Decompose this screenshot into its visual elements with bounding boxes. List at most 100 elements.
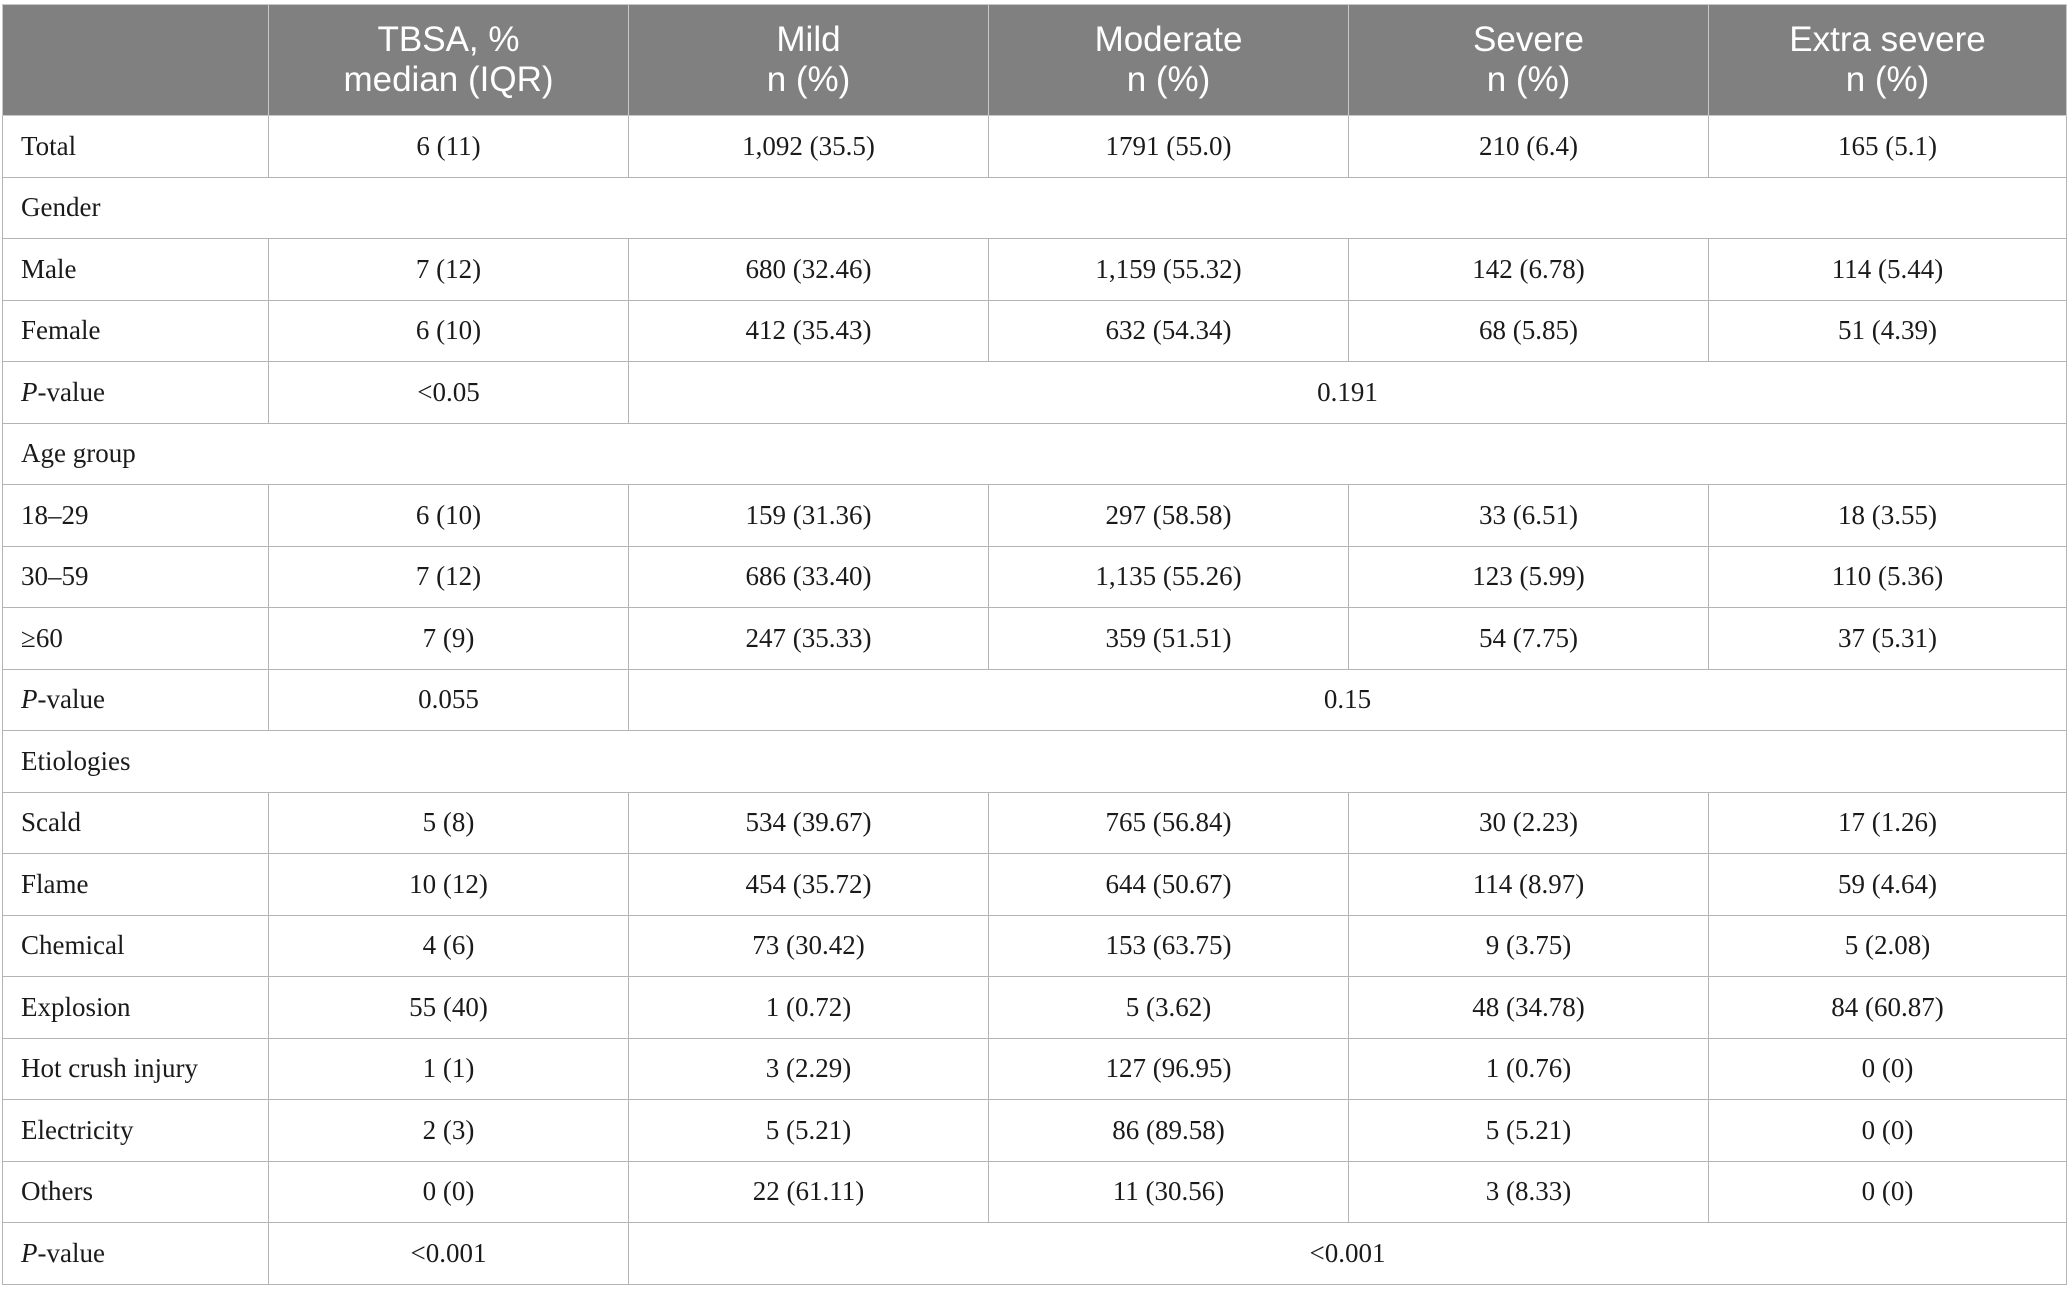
section-label: Etiologies [2, 730, 2067, 793]
p-letter: P [21, 376, 38, 407]
moderate-cell: 297 (58.58) [988, 484, 1349, 547]
mild-cell: 5 (5.21) [628, 1099, 989, 1162]
tbsa-p-value: 0.055 [268, 668, 629, 731]
table-header: TBSA, % median (IQR) Mild n (%) Moderate n (%… [2, 4, 2067, 116]
table-row: Scald 5 (8) 534 (39.67) 765 (56.84) 30 (2.23… [2, 791, 2067, 854]
p-value-row: P-value 0.055 0.15 [2, 668, 2067, 731]
severe-cell: 5 (5.21) [1348, 1099, 1709, 1162]
row-label: Total [2, 115, 269, 178]
extra-severe-cell: 59 (4.64) [1708, 853, 2067, 916]
table-row: 30–59 7 (12) 686 (33.40) 1,135 (55.26) 123 (… [2, 545, 2067, 608]
column-header-subtitle: n (%) [1845, 60, 1930, 99]
tbsa-cell: 7 (9) [268, 607, 629, 670]
row-label: Male [2, 238, 269, 301]
extra-severe-cell: 84 (60.87) [1708, 976, 2067, 1039]
moderate-cell: 1,159 (55.32) [988, 238, 1349, 301]
tbsa-cell: 5 (8) [268, 791, 629, 854]
extra-severe-cell: 0 (0) [1708, 1037, 2067, 1100]
severity-p-value: 0.191 [628, 361, 2067, 424]
row-label: Flame [2, 853, 269, 916]
column-header-title: TBSA, % [377, 20, 520, 59]
tbsa-cell: 7 (12) [268, 545, 629, 608]
section-row: Gender [2, 176, 2067, 239]
p-letter: P [21, 1237, 38, 1268]
table-row: Others 0 (0) 22 (61.11) 11 (30.56) 3 (8.33) 0… [2, 1160, 2067, 1223]
column-header-subtitle: n (%) [766, 60, 851, 99]
tbsa-cell: 0 (0) [268, 1160, 629, 1223]
column-header-title: Moderate [1094, 20, 1243, 59]
row-label: Scald [2, 791, 269, 854]
severe-cell: 123 (5.99) [1348, 545, 1709, 608]
row-label: Hot crush injury [2, 1037, 269, 1100]
moderate-cell: 127 (96.95) [988, 1037, 1349, 1100]
table-row: Flame 10 (12) 454 (35.72) 644 (50.67) 114 (8… [2, 853, 2067, 916]
mild-cell: 247 (35.33) [628, 607, 989, 670]
column-header-5: Extra severe n (%) [1708, 4, 2067, 116]
mild-cell: 680 (32.46) [628, 238, 989, 301]
mild-cell: 686 (33.40) [628, 545, 989, 608]
moderate-cell: 644 (50.67) [988, 853, 1349, 916]
moderate-cell: 5 (3.62) [988, 976, 1349, 1039]
column-header-0 [2, 4, 269, 116]
severity-p-value: <0.001 [628, 1222, 2067, 1285]
severe-cell: 142 (6.78) [1348, 238, 1709, 301]
severe-cell: 1 (0.76) [1348, 1037, 1709, 1100]
row-label: Electricity [2, 1099, 269, 1162]
row-label: Chemical [2, 914, 269, 977]
mild-cell: 73 (30.42) [628, 914, 989, 977]
row-label: 30–59 [2, 545, 269, 608]
column-header-title: Severe [1473, 20, 1584, 59]
moderate-cell: 765 (56.84) [988, 791, 1349, 854]
tbsa-cell: 6 (11) [268, 115, 629, 178]
row-label: Others [2, 1160, 269, 1223]
moderate-cell: 153 (63.75) [988, 914, 1349, 977]
row-label: P-value [2, 361, 269, 424]
table-row: Electricity 2 (3) 5 (5.21) 86 (89.58) 5 (5.2… [2, 1099, 2067, 1162]
extra-severe-cell: 114 (5.44) [1708, 238, 2067, 301]
tbsa-cell: 10 (12) [268, 853, 629, 916]
mild-cell: 159 (31.36) [628, 484, 989, 547]
moderate-cell: 86 (89.58) [988, 1099, 1349, 1162]
p-value-row: P-value <0.001 <0.001 [2, 1222, 2067, 1285]
mild-cell: 3 (2.29) [628, 1037, 989, 1100]
table-body: Total 6 (11) 1,092 (35.5) 1791 (55.0) 210 (6… [2, 115, 2067, 1285]
extra-severe-cell: 0 (0) [1708, 1160, 2067, 1223]
moderate-cell: 632 (54.34) [988, 299, 1349, 362]
row-label: 18–29 [2, 484, 269, 547]
severe-cell: 33 (6.51) [1348, 484, 1709, 547]
mild-cell: 22 (61.11) [628, 1160, 989, 1223]
p-letter: P [21, 684, 38, 715]
extra-severe-cell: 18 (3.55) [1708, 484, 2067, 547]
row-label: Female [2, 299, 269, 362]
severe-cell: 48 (34.78) [1348, 976, 1709, 1039]
mild-cell: 454 (35.72) [628, 853, 989, 916]
severe-cell: 9 (3.75) [1348, 914, 1709, 977]
tbsa-p-value: <0.05 [268, 361, 629, 424]
severe-cell: 3 (8.33) [1348, 1160, 1709, 1223]
column-header-title: Mild [776, 20, 841, 59]
table-row: Female 6 (10) 412 (35.43) 632 (54.34) 68 (5.… [2, 299, 2067, 362]
column-header-2: Mild n (%) [628, 4, 989, 116]
section-label: Gender [2, 176, 2067, 239]
mild-cell: 1,092 (35.5) [628, 115, 989, 178]
section-label: Age group [2, 422, 2067, 485]
column-header-4: Severe n (%) [1348, 4, 1709, 116]
tbsa-cell: 6 (10) [268, 484, 629, 547]
extra-severe-cell: 51 (4.39) [1708, 299, 2067, 362]
column-header-3: Moderate n (%) [988, 4, 1349, 116]
section-row: Etiologies [2, 730, 2067, 793]
tbsa-cell: 55 (40) [268, 976, 629, 1039]
moderate-cell: 11 (30.56) [988, 1160, 1349, 1223]
moderate-cell: 1,135 (55.26) [988, 545, 1349, 608]
tbsa-cell: 4 (6) [268, 914, 629, 977]
p-value-suffix: -value [37, 684, 105, 715]
column-header-title: Extra severe [1789, 20, 1986, 59]
extra-severe-cell: 0 (0) [1708, 1099, 2067, 1162]
severe-cell: 114 (8.97) [1348, 853, 1709, 916]
severity-p-value: 0.15 [628, 668, 2067, 731]
row-label: ≥60 [2, 607, 269, 670]
moderate-cell: 1791 (55.0) [988, 115, 1349, 178]
tbsa-cell: 7 (12) [268, 238, 629, 301]
extra-severe-cell: 5 (2.08) [1708, 914, 2067, 977]
severe-cell: 210 (6.4) [1348, 115, 1709, 178]
